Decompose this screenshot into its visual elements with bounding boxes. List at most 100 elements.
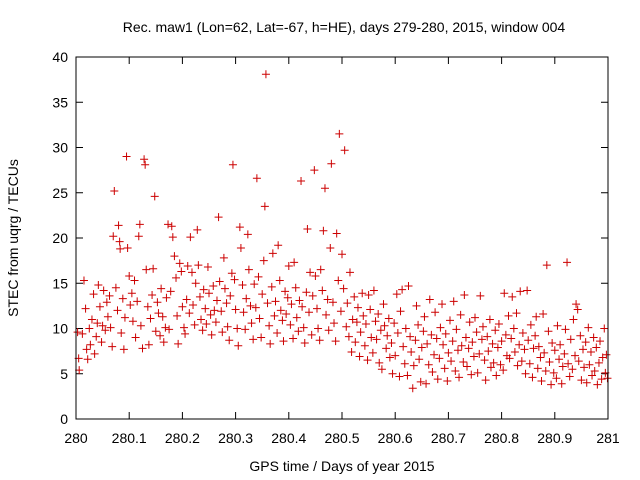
- data-point: [360, 341, 369, 350]
- data-point: [375, 358, 384, 367]
- data-point: [281, 287, 290, 296]
- data-point: [507, 334, 516, 343]
- data-point: [602, 350, 611, 359]
- data-point: [473, 368, 482, 377]
- data-point: [165, 325, 174, 334]
- data-point: [449, 297, 458, 306]
- data-point: [461, 333, 470, 342]
- data-points: [73, 70, 612, 393]
- data-point: [118, 294, 127, 303]
- data-point: [114, 221, 123, 230]
- data-point: [431, 308, 440, 317]
- data-point: [353, 303, 362, 312]
- data-point: [220, 284, 229, 293]
- data-point: [238, 281, 247, 290]
- data-point: [265, 321, 274, 330]
- data-point: [481, 376, 490, 385]
- data-point: [167, 222, 176, 231]
- data-point: [86, 340, 95, 349]
- data-point: [246, 301, 255, 310]
- data-point: [316, 265, 325, 274]
- data-point: [212, 296, 221, 305]
- data-point: [509, 324, 518, 333]
- data-point: [515, 340, 524, 349]
- data-point: [187, 268, 196, 277]
- data-point: [584, 323, 593, 332]
- y-tick-label: 35: [52, 94, 68, 110]
- data-point: [198, 326, 207, 335]
- data-point: [342, 322, 351, 331]
- data-point: [206, 310, 215, 319]
- data-point: [105, 291, 114, 300]
- data-point: [440, 364, 449, 373]
- data-point: [561, 325, 570, 334]
- plot-frame: [75, 56, 609, 420]
- data-point: [156, 331, 165, 340]
- data-point: [258, 290, 267, 299]
- data-point: [532, 312, 541, 321]
- data-point: [331, 337, 340, 346]
- data-point: [185, 309, 194, 318]
- data-point: [172, 273, 181, 282]
- data-point: [81, 304, 90, 313]
- data-point: [352, 318, 361, 327]
- data-point: [571, 351, 580, 360]
- y-tick-label: 20: [52, 230, 68, 246]
- data-point: [153, 298, 162, 307]
- data-point: [600, 324, 609, 333]
- data-point: [366, 305, 375, 314]
- data-point: [369, 286, 378, 295]
- data-point: [536, 353, 545, 362]
- data-point: [235, 223, 244, 232]
- data-point: [94, 281, 103, 290]
- data-point: [432, 334, 441, 343]
- data-point: [230, 275, 239, 284]
- data-point: [459, 357, 468, 366]
- x-tick-label: 280.3: [218, 430, 253, 446]
- data-point: [89, 290, 98, 299]
- data-point: [312, 304, 321, 313]
- data-point: [563, 258, 572, 267]
- data-point: [306, 268, 315, 277]
- data-point: [146, 314, 155, 323]
- data-point: [400, 359, 409, 368]
- data-point: [588, 371, 597, 380]
- data-point: [372, 335, 381, 344]
- data-point: [327, 159, 336, 168]
- data-point: [120, 313, 129, 322]
- data-point: [552, 374, 561, 383]
- data-point: [428, 367, 437, 376]
- data-point: [585, 360, 594, 369]
- data-point: [275, 276, 284, 285]
- data-point: [170, 252, 179, 261]
- data-point: [529, 344, 538, 353]
- data-point: [526, 320, 535, 329]
- data-point: [500, 289, 509, 298]
- data-point: [78, 329, 87, 338]
- data-point: [448, 337, 457, 346]
- data-point: [239, 308, 248, 317]
- data-point: [298, 302, 307, 311]
- data-point: [406, 332, 415, 341]
- data-point: [136, 321, 145, 330]
- data-point: [133, 297, 142, 306]
- data-point: [279, 337, 288, 346]
- data-point: [577, 376, 586, 385]
- data-point: [518, 329, 527, 338]
- data-point: [294, 327, 303, 336]
- data-point: [596, 337, 605, 346]
- data-point: [541, 367, 550, 376]
- data-point: [592, 343, 601, 352]
- data-point: [205, 289, 213, 298]
- data-point: [267, 282, 276, 291]
- x-tick-label: 280.9: [537, 430, 572, 446]
- data-point: [143, 302, 152, 311]
- data-point: [565, 372, 574, 381]
- data-point: [159, 338, 168, 347]
- data-point: [497, 337, 506, 346]
- data-point: [476, 291, 485, 300]
- data-point: [111, 283, 120, 292]
- data-point: [122, 152, 131, 161]
- data-point: [250, 280, 259, 289]
